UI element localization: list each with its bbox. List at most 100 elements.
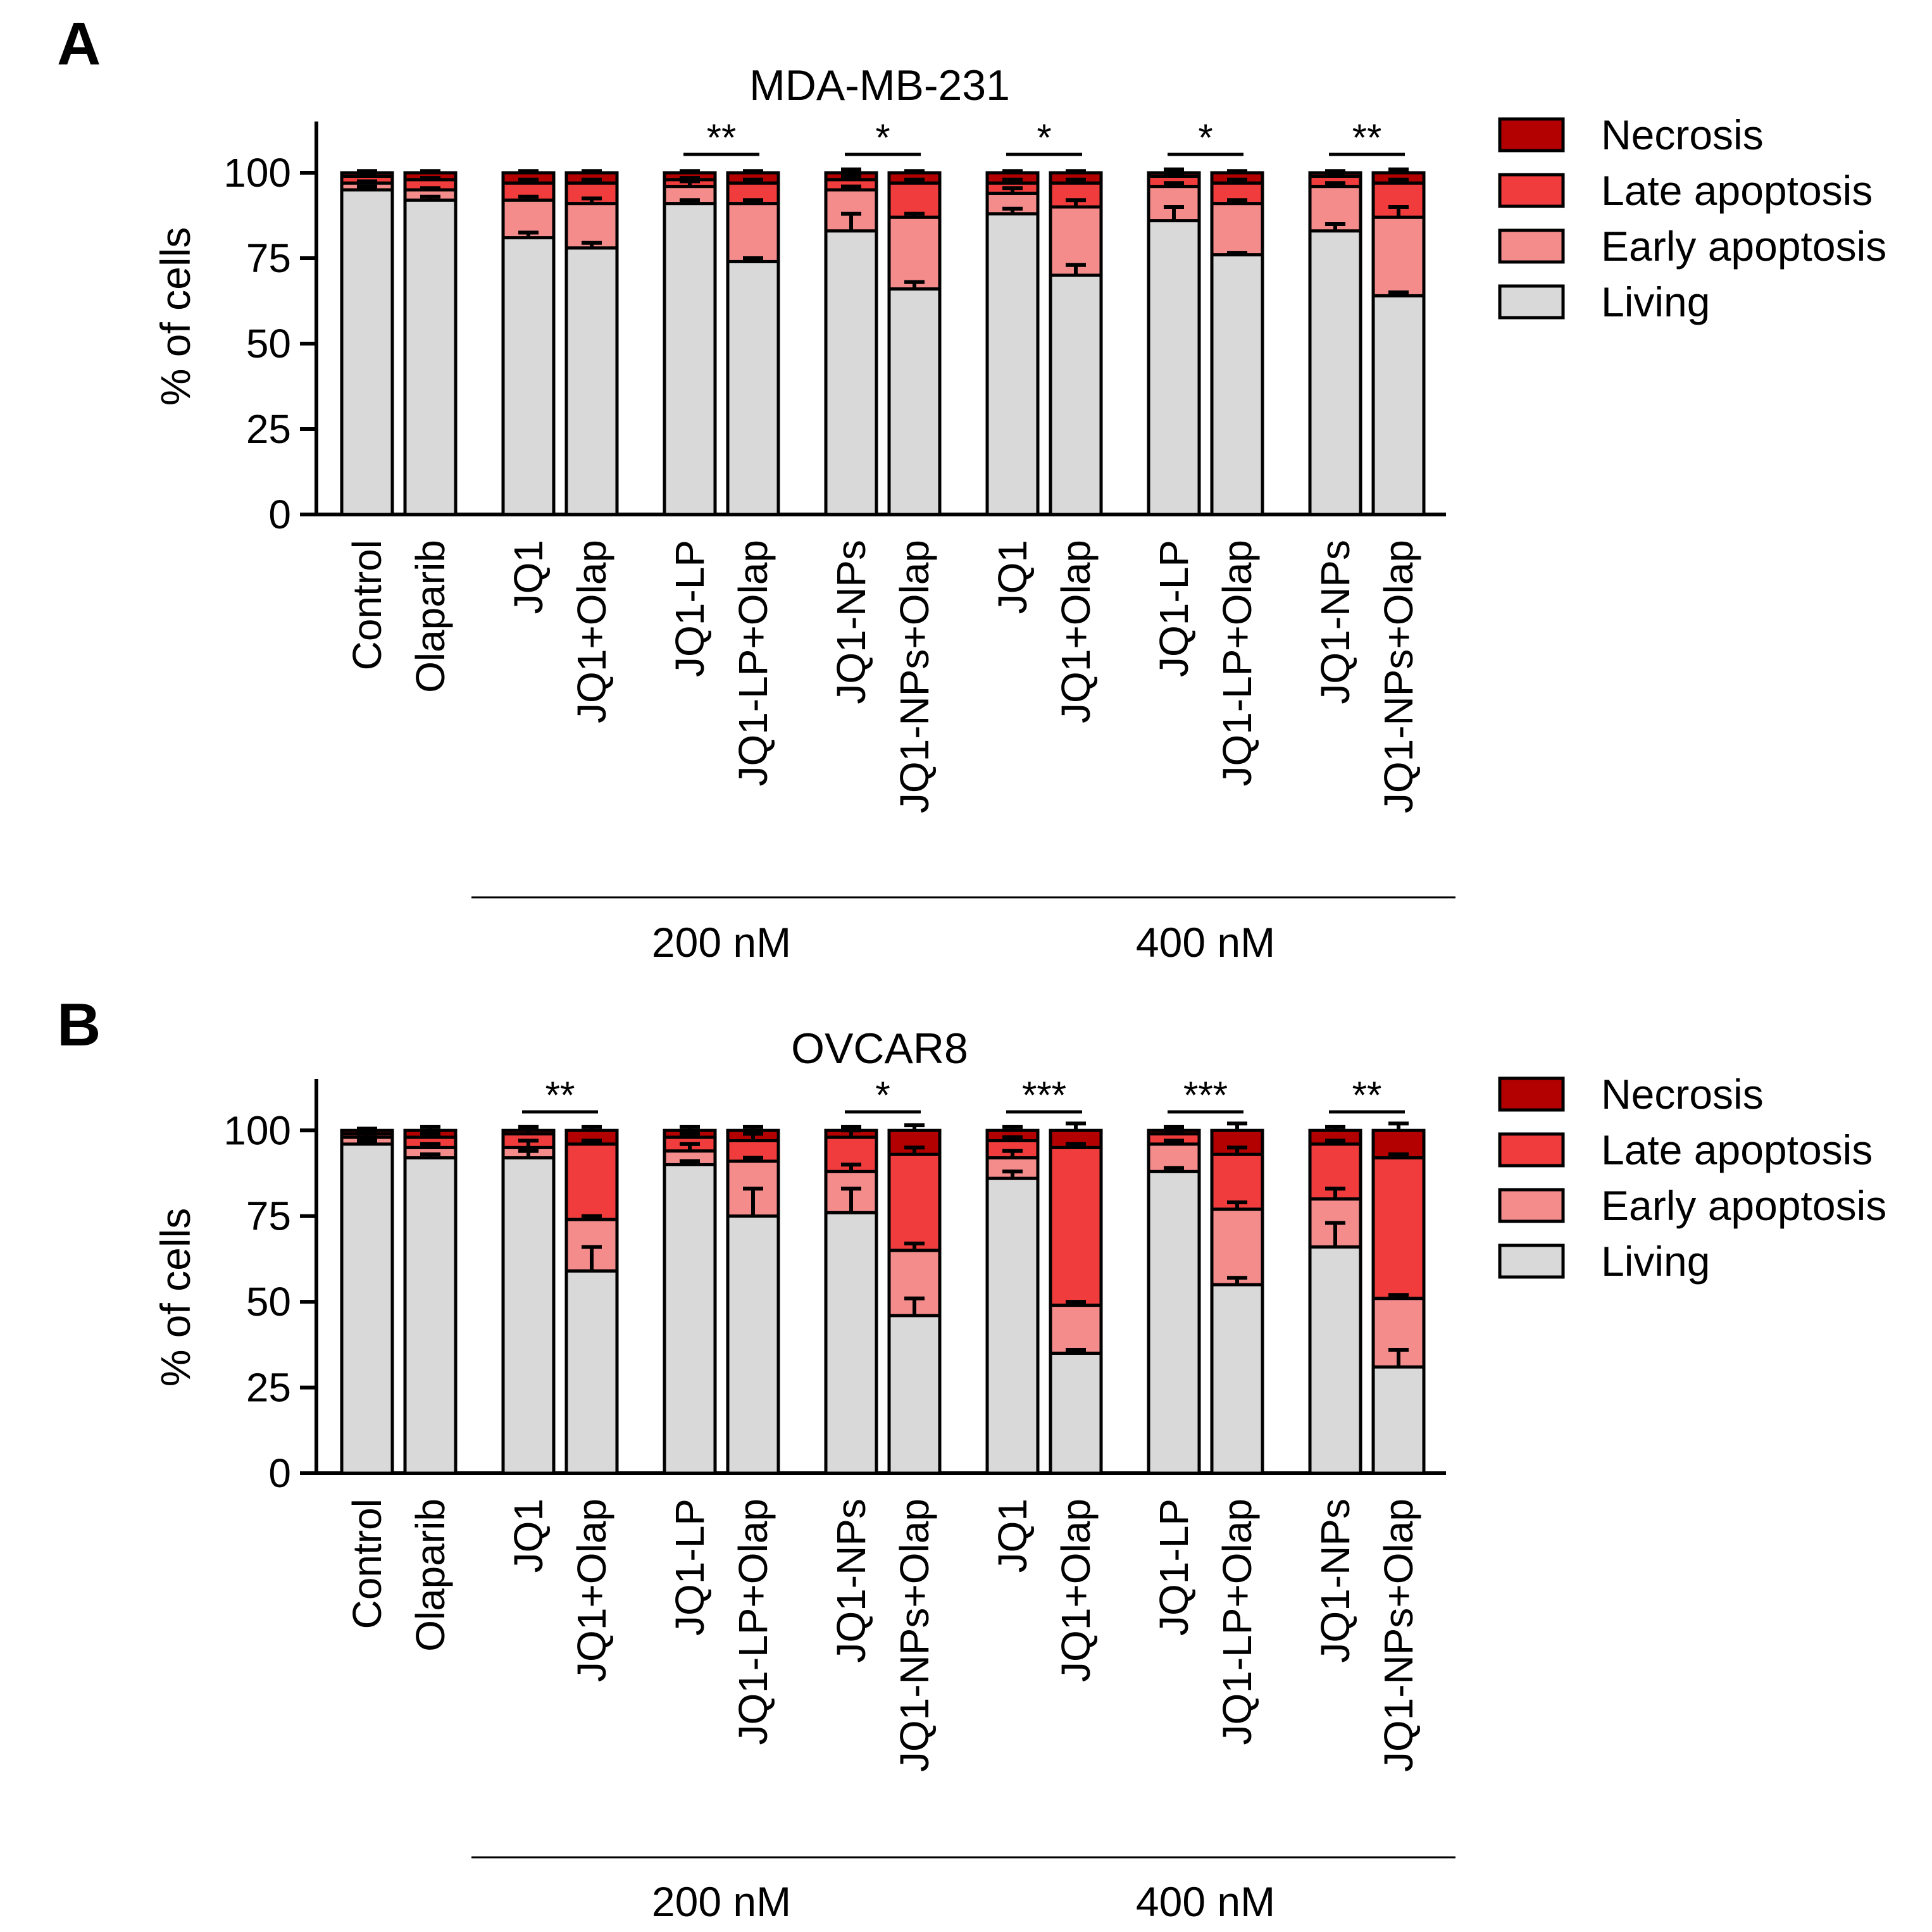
bar-segment-living: [501, 1156, 556, 1475]
bar-segment-living: [564, 246, 619, 516]
bar-segment-living: [824, 1211, 878, 1475]
legend-item: Late apoptosis: [1498, 1126, 1873, 1173]
bar-segment-late-apoptosis: [887, 1152, 942, 1252]
bar-segment-living: [1147, 219, 1201, 516]
legend: Necrosis Late apoptosis Early apoptosis Liv…: [1498, 1071, 1886, 1285]
legend-item: Early apoptosis: [1498, 1182, 1886, 1229]
bar-segment-living: [564, 1269, 619, 1475]
bar-stack: [726, 169, 780, 516]
x-tick-label: JQ1-NPs+Olap: [1376, 1499, 1421, 1772]
panel-label: A: [57, 10, 101, 78]
panel-label: B: [57, 991, 101, 1059]
legend: Necrosis Late apoptosis Early apoptosis Liv…: [1498, 111, 1886, 325]
bar-stack: [1210, 169, 1264, 516]
legend-swatch: [1498, 1132, 1565, 1168]
x-tick-label: JQ1-NPs: [1312, 540, 1358, 704]
bar-stack: [340, 1126, 394, 1475]
significance-label: **: [1352, 116, 1382, 159]
y-tick-label: 25: [246, 406, 291, 452]
bar-segment-late-apoptosis: [564, 1142, 619, 1221]
x-tick-label: Control: [344, 1499, 390, 1629]
bar-segment-living: [1147, 1169, 1201, 1475]
bar-segment-living: [1371, 1365, 1426, 1475]
panel-a: A MDA-MB-231 % of cells 0 25 50 75 100 Contro…: [57, 10, 1886, 966]
bar-stack: [985, 1125, 1040, 1475]
significance-label: *: [1037, 116, 1051, 159]
bar-segment-living: [726, 259, 780, 516]
legend-item: Necrosis: [1498, 111, 1764, 158]
legend-item: Late apoptosis: [1498, 167, 1873, 214]
x-tick-label: JQ1+Olap: [1053, 1499, 1099, 1682]
x-tick-label: JQ1-LP+Olap: [1214, 540, 1260, 787]
bar-segment-early-apoptosis: [726, 202, 780, 263]
bar-stack: [340, 169, 394, 516]
bar-stack: [1308, 169, 1362, 516]
bar-stack: [663, 169, 717, 516]
x-tick-label: JQ1-LP+Olap: [1214, 1499, 1260, 1745]
group-label: 200 nM: [652, 919, 791, 966]
chart-title: OVCAR8: [791, 1025, 968, 1073]
bar-stack: [403, 1125, 458, 1475]
bar-segment-living: [985, 212, 1040, 516]
x-tick-label: JQ1-NPs+Olap: [1376, 540, 1421, 813]
bar-stack: [564, 169, 619, 516]
x-tick-label: JQ1-NPs: [828, 540, 874, 704]
y-tick-label: 0: [268, 1450, 291, 1496]
y-tick-label: 50: [246, 321, 291, 366]
bar-segment-late-apoptosis: [1371, 1156, 1426, 1300]
significance-label: **: [545, 1074, 575, 1116]
bar-stack: [501, 1125, 556, 1475]
bar-stack: [1049, 169, 1103, 516]
significance-label: **: [707, 116, 737, 159]
legend-item: Necrosis: [1498, 1071, 1764, 1118]
bar-segment-early-apoptosis: [1210, 1207, 1264, 1287]
bar-stack: [1147, 167, 1201, 516]
significance-label: *: [875, 1074, 890, 1116]
legend-swatch: [1498, 1076, 1565, 1112]
bar-segment-living: [1308, 1245, 1362, 1475]
x-tick-label: JQ1: [990, 1499, 1035, 1573]
bar-segment-living: [887, 1314, 942, 1475]
legend-label: Living: [1601, 278, 1710, 325]
bar-segment-early-apoptosis: [1049, 1304, 1103, 1355]
x-tick-label: JQ1: [506, 1499, 551, 1573]
x-tick-label: JQ1-NPs+Olap: [892, 540, 937, 813]
significance-label: *: [875, 116, 890, 159]
bar-stack: [824, 167, 878, 516]
legend-swatch: [1498, 228, 1565, 264]
bar-segment-early-apoptosis: [824, 188, 878, 233]
bar-segment-living: [985, 1176, 1040, 1475]
y-tick-label: 75: [246, 1193, 291, 1239]
significance-label: *: [1198, 116, 1212, 159]
significance-label: **: [1352, 1074, 1382, 1116]
significance-label: ***: [1183, 1074, 1228, 1116]
legend-item: Living: [1498, 1238, 1710, 1285]
y-tick-label: 25: [246, 1365, 291, 1411]
y-tick-label: 75: [246, 235, 291, 281]
chart-title: MDA-MB-231: [749, 61, 1010, 109]
bar-segment-late-apoptosis: [1210, 1152, 1264, 1211]
bar-segment-early-apoptosis: [887, 215, 942, 291]
bar-stack: [887, 1123, 942, 1475]
bar-segment-living: [1371, 294, 1426, 516]
group-label: 400 nM: [1136, 1878, 1275, 1925]
bar-segment-early-apoptosis: [1210, 202, 1264, 257]
x-tick-label: JQ1: [506, 540, 551, 614]
panel-b: B OVCAR8 % of cells 0 25 50 75 100 Control Ola…: [57, 991, 1886, 1925]
bar-stack: [403, 169, 458, 516]
x-tick-label: Olaparib: [408, 1499, 453, 1652]
legend-label: Early apoptosis: [1601, 1182, 1886, 1229]
group-label: 200 nM: [652, 1878, 791, 1925]
x-tick-label: JQ1: [990, 540, 1035, 614]
bar-segment-living: [726, 1214, 780, 1475]
bar-stack: [985, 169, 1040, 516]
legend-label: Late apoptosis: [1601, 1126, 1873, 1173]
bar-segment-living: [340, 1142, 394, 1475]
group-label: 400 nM: [1136, 919, 1275, 966]
x-tick-label: JQ1-LP: [667, 1499, 713, 1636]
y-tick-label: 0: [268, 492, 291, 537]
bar-segment-early-apoptosis: [1371, 215, 1426, 297]
bar-segment-living: [1308, 229, 1362, 516]
legend-label: Living: [1601, 1238, 1710, 1285]
